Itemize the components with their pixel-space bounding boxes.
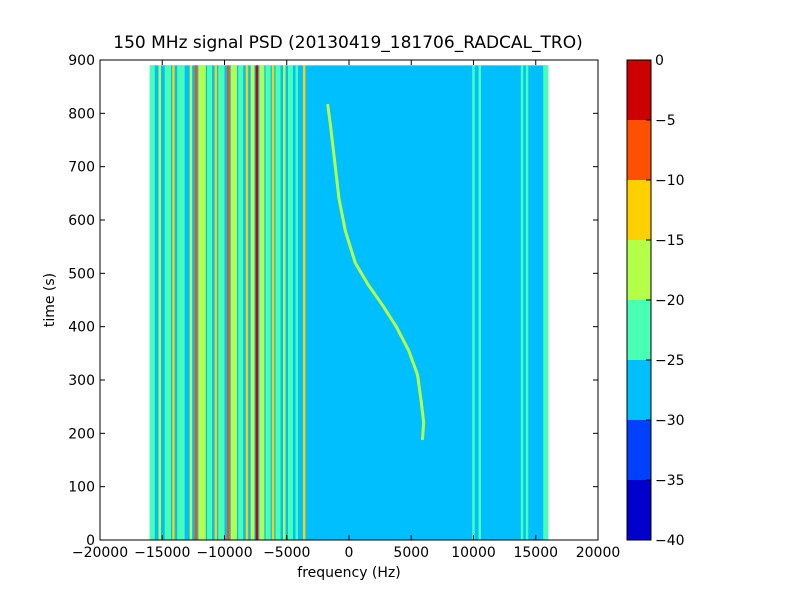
colorbar-segment [627,60,651,120]
colorbar-tick-label: −15 [655,233,685,249]
signal-band [275,65,281,540]
chart-title: 150 MHz signal PSD (20130419_181706_RADC… [113,33,582,53]
signal-band [259,65,265,540]
x-tick-label: −20000 [72,545,128,561]
y-tick-label: 800 [68,106,95,122]
colorbar-tick-label: −40 [655,533,685,549]
y-tick-label: 200 [68,426,95,442]
signal-band [520,65,524,540]
signal-band [207,65,213,540]
y-tick-label: 400 [68,320,95,336]
y-tick-label: 100 [68,480,95,496]
signal-band [189,65,193,540]
y-axis-label: time (s) [42,273,58,327]
y-tick-label: 600 [68,213,95,229]
colorbar-tick-label: −20 [655,293,685,309]
signal-band [478,65,481,540]
colorbar-segment [627,420,651,480]
y-tick-label: 500 [68,266,95,282]
x-axis: −20000 −15000 −10000 −5000 0 5000 10000 15000 20… [72,60,620,561]
colorbar-segment [627,240,651,300]
signal-band [271,65,275,540]
signal-band [302,65,306,540]
signal-band [250,65,255,540]
colorbar-segment [627,120,651,180]
signal-band [245,65,249,540]
x-tick-label: −10000 [196,545,252,561]
signal-band [287,65,293,540]
y-axis: 0 100 200 300 400 500 600 700 800 900 [68,53,598,549]
y-tick-label: 900 [68,53,95,69]
colorbar-segment [627,180,651,240]
y-tick-label: 0 [86,533,95,549]
signal-band [525,65,529,540]
drifting-signal-trace [326,103,426,441]
signal-band [194,65,198,540]
colorbar: −40 −35 −30 −25 −20 −15 −10 −5 0 [626,53,685,549]
signal-band [198,65,206,540]
signal-band [472,65,475,540]
heatmap-layer [149,65,549,540]
signal-band [158,65,162,540]
signal-band [295,65,298,540]
plot-area [99,59,599,541]
colorbar-tick-label: −5 [655,113,676,129]
x-tick-label: 5000 [393,545,429,561]
signal-band [164,65,171,540]
x-tick-label: −5000 [263,545,310,561]
x-tick-label: 0 [345,545,354,561]
colorbar-tick-label: −30 [655,413,685,429]
colorbar-tick-label: −10 [655,173,685,189]
y-tick-label: 300 [68,373,95,389]
x-tick-label: −15000 [134,545,190,561]
signal-band [214,65,218,540]
signal-band [283,65,286,540]
signal-band [265,65,271,540]
x-axis-label: frequency (Hz) [297,565,400,581]
colorbar-tick-label: 0 [655,53,664,69]
x-tick-label: 10000 [451,545,496,561]
signal-band [172,65,175,540]
signal-band [226,65,230,540]
colorbar-segment [627,480,651,540]
y-tick-label: 700 [68,160,95,176]
signal-band [238,65,244,540]
signal-band [255,65,259,540]
colorbar-segment [627,360,651,420]
signal-band [230,65,237,540]
signal-band [149,65,155,540]
signal-band [177,65,185,540]
signal-band [543,65,549,540]
x-tick-label: 15000 [513,545,558,561]
colorbar-tick-label: −25 [655,353,685,369]
colorbar-segment [627,300,651,360]
x-tick-label: 20000 [576,545,621,561]
signal-band [218,65,225,540]
colorbar-tick-label: −35 [655,473,685,489]
